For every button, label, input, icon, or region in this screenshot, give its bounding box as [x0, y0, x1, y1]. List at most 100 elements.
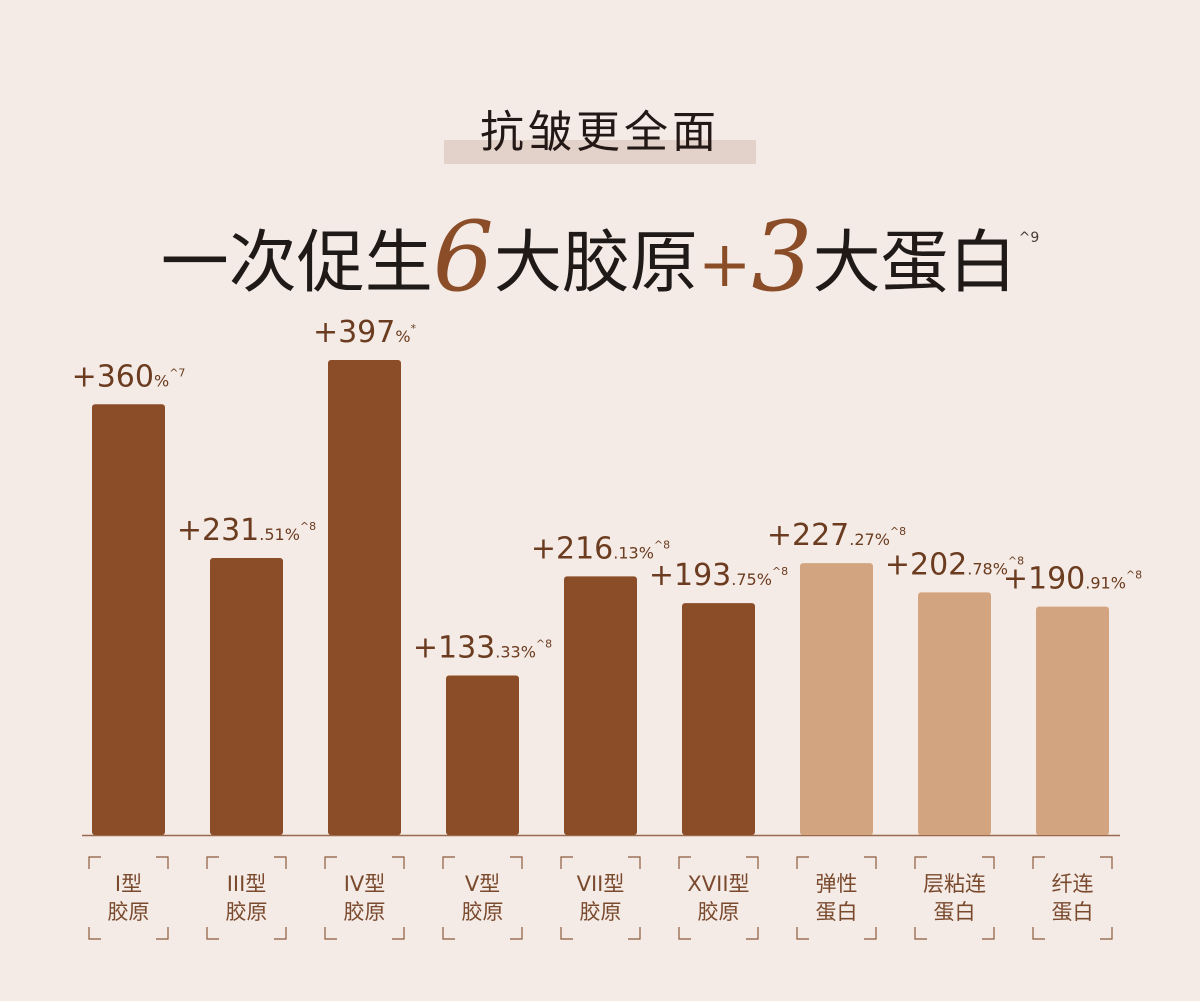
category-frame-corner — [442, 856, 455, 869]
data-label-decimal: .91% — [1085, 574, 1126, 593]
bar-6 — [682, 603, 755, 835]
category-frame-corner — [628, 927, 641, 940]
data-label-decimal: .27% — [849, 530, 890, 549]
category-frame-corner — [982, 927, 995, 940]
headline-prefix: 一次促生 — [160, 224, 433, 303]
category-label-7-line-2: 蛋白 — [816, 900, 858, 924]
data-label-footnote: ^8 — [1126, 569, 1142, 582]
data-label-3: +397%* — [313, 315, 417, 350]
category-label-1-line-2: 胶原 — [108, 900, 150, 924]
data-label-decimal: % — [395, 327, 410, 346]
data-label-footnote: * — [411, 322, 417, 335]
headline-footnote: ^9 — [1018, 230, 1040, 246]
data-label-9: +190.91%^8 — [1003, 562, 1142, 597]
category-label-6-line-2: 胶原 — [698, 900, 740, 924]
data-label-8: +202.78%^8 — [885, 547, 1024, 582]
bar-4 — [446, 675, 519, 835]
category-frame-corner — [746, 927, 759, 940]
headline: 一次促生6大胶原+3大蛋白 ^9 — [0, 188, 1200, 315]
headline-number-collagen: 6 — [432, 201, 494, 313]
category-frame-corner — [206, 856, 219, 869]
category-label-5-line-1: VII型 — [577, 872, 625, 896]
category-frame-corner — [392, 856, 405, 869]
category-frame-corner — [442, 927, 455, 940]
category-frame-corner — [628, 856, 641, 869]
category-frame-corner — [324, 856, 337, 869]
data-label-1: +360%^7 — [72, 359, 186, 394]
bar-2 — [210, 558, 283, 835]
category-frame-corner — [1100, 927, 1113, 940]
data-label-footnote: ^8 — [772, 565, 788, 578]
data-label-main: +190 — [1003, 562, 1085, 597]
data-label-footnote: ^8 — [654, 538, 670, 551]
bar-1 — [92, 404, 165, 835]
headline-plus: + — [697, 228, 752, 302]
category-label-1-line-1: I型 — [115, 872, 142, 896]
data-label-decimal: % — [154, 371, 169, 390]
category-label-3-line-2: 胶原 — [344, 900, 386, 924]
data-label-6: +193.75%^8 — [649, 558, 788, 593]
data-label-main: +397 — [313, 315, 395, 350]
category-frame-corner — [914, 927, 927, 940]
category-frame-corner — [796, 856, 809, 869]
bar-8 — [918, 592, 991, 835]
bar-5 — [564, 576, 637, 835]
category-frame-corner — [156, 927, 169, 940]
category-frame-corner — [88, 927, 101, 940]
subtitle-highlight-band — [444, 140, 756, 164]
data-label-main: +216 — [531, 531, 613, 566]
category-label-8-line-2: 蛋白 — [934, 900, 976, 924]
category-frame-corner — [324, 927, 337, 940]
category-frame-corner — [560, 927, 573, 940]
data-label-decimal: .78% — [967, 559, 1008, 578]
category-frame-corner — [864, 927, 877, 940]
category-frame-corner — [678, 927, 691, 940]
data-label-decimal: .13% — [613, 543, 654, 562]
category-frame-corner — [914, 856, 927, 869]
category-frame-corner — [510, 856, 523, 869]
category-label-9-line-1: 纤连 — [1052, 872, 1094, 896]
category-label-4-line-1: V型 — [465, 872, 500, 896]
bar-3 — [328, 360, 401, 835]
data-label-main: +133 — [413, 630, 495, 665]
category-frame-corner — [982, 856, 995, 869]
headline-number-protein: 3 — [751, 201, 813, 313]
data-label-main: +202 — [885, 547, 967, 582]
category-label-3-line-1: IV型 — [344, 872, 386, 896]
data-label-footnote: ^8 — [890, 525, 906, 538]
category-frame-corner — [1100, 856, 1113, 869]
category-frame-corner — [274, 856, 287, 869]
category-frame-corner — [156, 856, 169, 869]
data-label-5: +216.13%^8 — [531, 531, 670, 566]
subtitle: 抗皱更全面 — [480, 107, 720, 158]
data-label-main: +231 — [177, 513, 259, 548]
data-label-main: +227 — [767, 518, 849, 553]
category-frame-corner — [1032, 927, 1045, 940]
data-label-4: +133.33%^8 — [413, 630, 552, 665]
data-label-2: +231.51%^8 — [177, 513, 316, 548]
category-label-9-line-2: 蛋白 — [1052, 900, 1094, 924]
category-label-7-line-1: 弹性 — [816, 872, 858, 896]
category-frame-corner — [1032, 856, 1045, 869]
category-frame-corner — [864, 856, 877, 869]
headline-collagen-text: 大胶原 — [493, 224, 698, 303]
category-frame-corner — [560, 856, 573, 869]
data-label-footnote: ^7 — [169, 366, 185, 379]
bar-7 — [800, 563, 873, 835]
category-label-6-line-1: XVII型 — [687, 872, 749, 896]
data-label-decimal: .51% — [259, 525, 300, 544]
data-label-footnote: ^8 — [1008, 554, 1024, 567]
data-label-main: +360 — [72, 359, 154, 394]
category-label-2-line-1: III型 — [227, 872, 267, 896]
category-frame-corner — [678, 856, 691, 869]
data-label-7: +227.27%^8 — [767, 518, 906, 553]
data-label-footnote: ^8 — [536, 637, 552, 650]
data-label-footnote: ^8 — [300, 520, 316, 533]
headline-protein-text: 大蛋白 — [812, 224, 1017, 303]
category-label-2-line-2: 胶原 — [226, 900, 268, 924]
data-label-main: +193 — [649, 558, 731, 593]
category-frame-corner — [392, 927, 405, 940]
bar-9 — [1036, 606, 1109, 835]
category-frame-corner — [274, 927, 287, 940]
